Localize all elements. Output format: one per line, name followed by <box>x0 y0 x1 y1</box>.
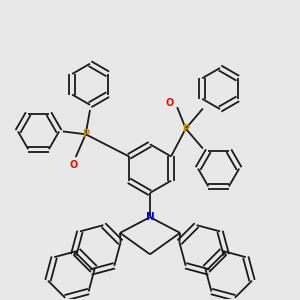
Text: P: P <box>82 129 89 139</box>
Text: P: P <box>182 124 189 134</box>
Text: N: N <box>146 212 154 222</box>
Text: O: O <box>166 98 174 108</box>
Text: O: O <box>69 160 77 170</box>
